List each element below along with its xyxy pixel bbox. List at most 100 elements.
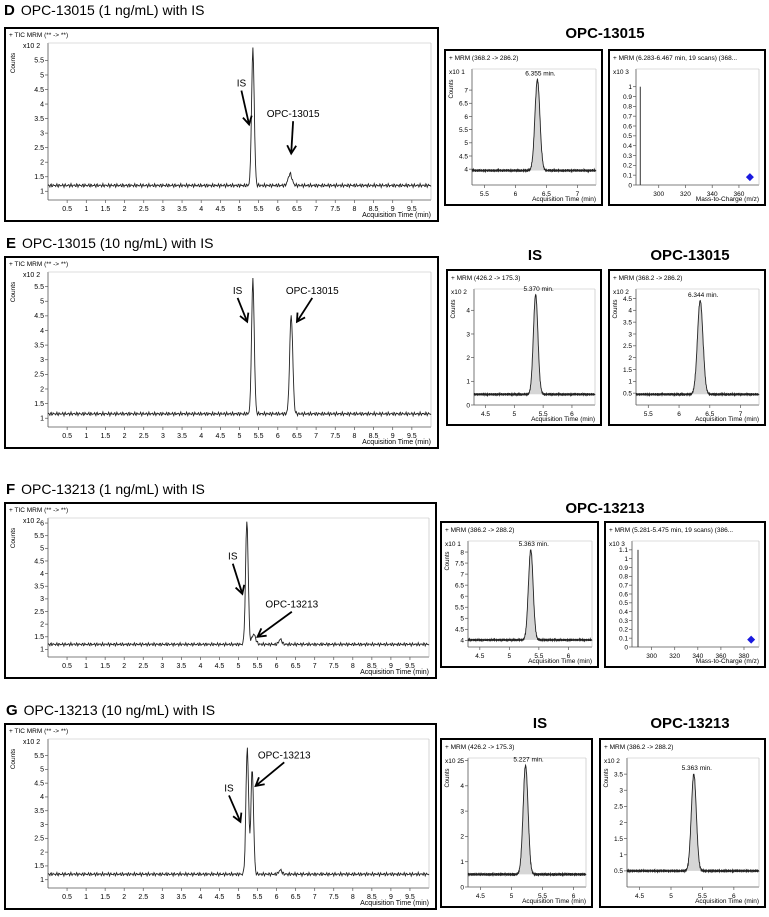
column-heading: IS [532,715,548,732]
y-tick-label: 6.5 [455,582,464,589]
y-axis-label: Counts [10,527,17,548]
precursor-marker-icon [745,173,754,182]
y-tick-label: 4 [628,308,632,315]
y-tick-label: 4 [464,166,468,173]
annotation-arrow-head [234,584,246,596]
x-tick-label: 340 [707,191,718,198]
y-tick-label: 2.5 [34,372,44,379]
chart-header: + TIC MRM (** -> **) [9,507,68,514]
x-tick-label: 4.5 [215,894,225,901]
y-tick-label: 3 [40,596,44,603]
peak-retention-label: 5.370 min. [523,286,554,293]
y-tick-label: 1.5 [34,401,44,408]
annotation-arrow-shaft [228,795,242,823]
x-tick-label: 9.5 [405,894,415,901]
y-tick-label: 0.1 [619,635,628,642]
x-tick-label: 0.5 [62,433,72,440]
spectrum-panel-f-ms: + MRM (5.281-5.475 min, 19 scans) (386..… [604,521,766,668]
x-tick-label: 5 [238,206,242,213]
y-tick-label: 1.5 [623,367,632,374]
y-tick-label: 5.5 [34,284,44,291]
x-tick-label: 7 [313,663,317,670]
x-tick-label: 3 [161,433,165,440]
x-axis-label: Acquisition Time (min) [362,212,431,219]
x-tick-label: 7.5 [330,206,340,213]
annotation-arrow-head [254,777,265,788]
y-tick-label: 0 [460,884,464,891]
x-tick-label: 1.5 [101,206,111,213]
x-tick-label: 4.5 [215,206,225,213]
y-unit-label: x10 2 [451,289,467,296]
x-tick-label: 2 [122,894,126,901]
y-tick-label: 0 [624,644,628,651]
x-tick-label: 1.5 [100,894,110,901]
y-tick-label: 1 [40,416,44,423]
x-tick-label: 6 [514,191,518,198]
peak-retention-label: 6.344 min. [688,292,719,299]
chromatogram-panel-g-tic: + TIC MRM (** -> **) x10 2 Counts 0.5 1 1.5 2 2… [4,723,437,910]
x-tick-label: 2.5 [138,663,148,670]
x-tick-label: 9 [389,894,393,901]
chromatogram-trace [47,521,430,648]
section-title-text: OPC-13015 (1 ng/mL) with IS [20,2,205,18]
chart-header: + TIC MRM (** -> **) [9,728,68,735]
y-tick-label: 0.3 [619,618,628,625]
x-tick-label: 0.5 [62,894,72,901]
x-tick-label: 6 [276,206,280,213]
x-tick-label: 8.5 [367,894,377,901]
y-tick-label: 1 [628,84,632,91]
y-tick-label: 0.5 [619,600,628,607]
y-tick-label: 0.6 [623,123,632,130]
y-tick-label: 4 [466,308,470,315]
chromatogram-trace [626,773,760,874]
chromatogram-trace [467,549,593,643]
y-tick-label: 2.5 [614,804,623,811]
y-unit-label: x10 2 [23,272,40,279]
y-tick-label: 3 [40,822,44,829]
x-tick-label: 5.5 [253,894,263,901]
x-tick-label: 4 [199,433,203,440]
x-tick-label: 6 [276,433,280,440]
x-tick-label: 6 [732,893,736,900]
y-tick-label: 4.5 [459,153,468,160]
y-tick-label: 0 [466,402,470,409]
chart-header: + MRM (368.2 -> 286.2) [613,275,682,282]
y-tick-label: 3 [460,808,464,815]
y-tick-label: 5.5 [34,58,44,65]
x-tick-label: 0.5 [62,663,72,670]
y-unit-label: x10 2 [23,43,40,50]
annotation-arrow-shaft [236,297,248,323]
x-tick-label: 360 [715,653,726,660]
x-axis-label: Mass-to-Charge (m/z) [696,196,759,203]
y-axis-label: Counts [10,281,17,302]
y-unit-label: x10 1 [449,69,465,76]
x-tick-label: 5.5 [538,893,547,900]
y-tick-label: 4 [40,328,44,335]
chromatogram-trace [635,299,760,397]
x-tick-label: 6 [570,411,574,418]
x-tick-label: 6 [677,411,681,418]
y-tick-label: 0.8 [619,574,628,581]
section-title-f: F OPC-13213 (1 ng/mL) with IS [6,481,205,498]
y-tick-label: 0.6 [619,591,628,598]
y-tick-label: 3 [40,357,44,364]
y-tick-label: 1 [40,877,44,884]
peak-annotation-label: OPC-13015 [267,109,320,120]
x-tick-label: 8.5 [367,663,377,670]
peak-retention-label: 5.363 min. [682,765,713,772]
y-tick-label: 5 [40,767,44,774]
y-tick-label: 2 [40,621,44,628]
chromatogram-panel-e-tic: + TIC MRM (** -> **) x10 2 Counts 0.5 1 1.5 2 2… [4,256,439,449]
x-tick-label: 3.5 [177,206,187,213]
y-tick-label: 6.5 [459,101,468,108]
column-heading: OPC-13015 [565,25,645,42]
column-heading: OPC-13213 [565,500,645,517]
chromatogram-panel-e-is: + MRM (426.2 -> 175.3) x10 2 Counts 4.5 5 5.5… [446,269,602,426]
peak-annotation-label: OPC-13213 [258,750,311,761]
y-tick-label: 1 [628,379,632,386]
y-tick-label: 1 [466,379,470,386]
x-tick-label: 2.5 [139,433,149,440]
y-tick-label: 0.5 [623,390,632,397]
y-tick-label: 5.5 [455,605,464,612]
y-tick-label: 2.5 [623,343,632,350]
